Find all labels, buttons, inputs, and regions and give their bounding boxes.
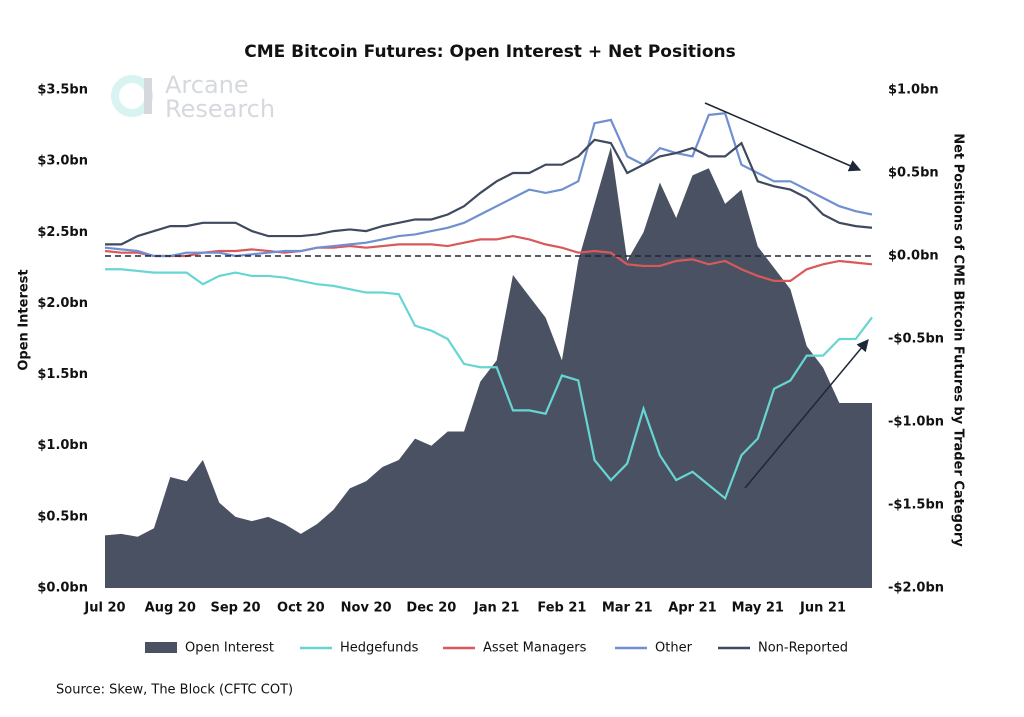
line (105, 268, 873, 501)
x-tick-label: Mar 21 (602, 601, 653, 616)
legend-label: Hedgefunds (340, 641, 419, 656)
y2-tick-label: -$0.5bn (888, 332, 944, 347)
y-tick-label: $0.0bn (37, 581, 88, 596)
y2-tick-label: $0.0bn (888, 249, 939, 264)
x-tick-label: Apr 21 (668, 601, 716, 616)
x-tick-label: Feb 21 (537, 601, 586, 616)
x-tick-label: Dec 20 (406, 601, 456, 616)
logo-icon (111, 75, 153, 117)
y-tick-label: $0.5bn (37, 509, 88, 524)
y-tick-label: $1.5bn (37, 367, 88, 382)
line (104, 234, 873, 282)
y-axis-label: Open Interest (17, 269, 32, 370)
trend-arrow (704, 102, 862, 172)
legend-label: Open Interest (185, 641, 274, 656)
x-tick-label: Jul 20 (83, 601, 125, 616)
source: Source: Skew, The Block (CFTC COT) (56, 683, 293, 698)
logo-text: Arcane (165, 71, 249, 99)
chart-title: CME Bitcoin Futures: Open Interest + Net… (244, 42, 736, 62)
legend-label: Other (655, 641, 693, 656)
y2-tick-label: $0.5bn (888, 166, 939, 181)
x-tick-label: Jun 21 (799, 601, 846, 616)
y2-axis-label: Net Positions of CME Bitcoin Futures by … (951, 133, 966, 547)
y2-tick-label: $1.0bn (888, 83, 939, 98)
y2-tick-label: -$1.5bn (888, 498, 944, 513)
y-tick-label: $3.5bn (37, 83, 88, 98)
y2-tick-label: -$1.0bn (888, 415, 944, 430)
legend-swatch (145, 642, 177, 653)
trend-arrow (744, 339, 869, 489)
y-tick-label: $2.5bn (37, 225, 88, 240)
y2-tick-label: -$2.0bn (888, 581, 944, 596)
line (105, 138, 873, 246)
x-tick-label: Oct 20 (277, 601, 325, 616)
x-tick-label: Sep 20 (210, 601, 260, 616)
logo-icon (144, 78, 152, 114)
line (104, 112, 873, 258)
x-tick-label: May 21 (732, 601, 784, 616)
y-tick-label: $3.0bn (37, 154, 88, 169)
legend-label: Non-Reported (758, 641, 848, 656)
legend-label: Asset Managers (483, 641, 587, 656)
x-tick-label: Aug 20 (145, 601, 196, 616)
logo: Arcane Research (111, 71, 275, 123)
y-tick-label: $1.0bn (37, 438, 88, 453)
logo-text: Research (165, 95, 275, 123)
x-tick-label: Jan 21 (473, 601, 519, 616)
y-tick-label: $2.0bn (37, 296, 88, 311)
x-tick-label: Nov 20 (341, 601, 392, 616)
